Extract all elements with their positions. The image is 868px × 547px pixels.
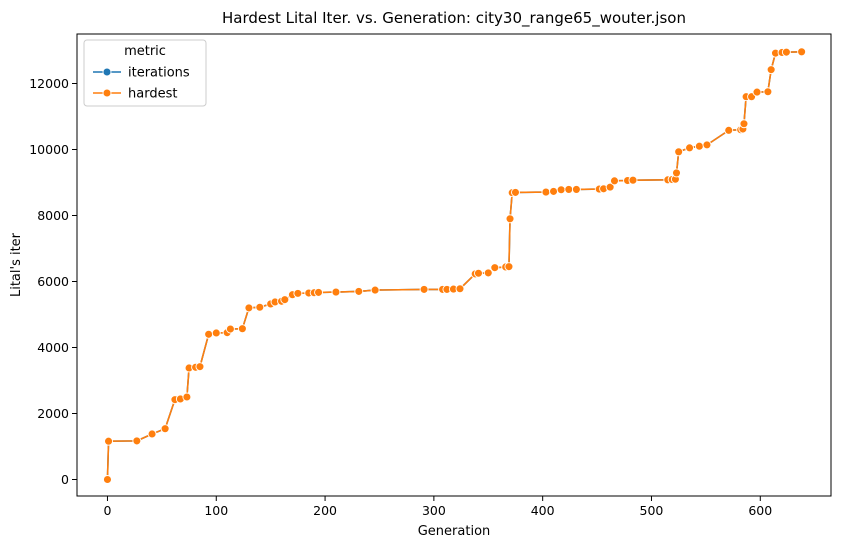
x-axis-title: Generation <box>418 524 491 539</box>
data-point <box>419 284 429 294</box>
data-point <box>505 214 515 224</box>
legend-item: hardest <box>93 87 177 102</box>
data-point <box>280 295 290 305</box>
x-tick-label: 200 <box>313 503 337 518</box>
legend-box <box>83 39 207 107</box>
data-point <box>724 125 734 135</box>
y-tick-label: 4000 <box>37 340 69 355</box>
data-point <box>571 184 581 194</box>
legend: metric iterations hardest <box>83 39 207 107</box>
x-axis: 0 100 200 300 400 500 600 <box>103 496 772 518</box>
legend-label: iterations <box>128 66 190 81</box>
data-point <box>541 187 551 197</box>
chart-title: Hardest Lital Iter. vs. Generation: city… <box>222 9 686 28</box>
data-point <box>147 429 157 439</box>
data-point <box>160 424 170 434</box>
y-tick-label: 0 <box>61 472 69 487</box>
data-point <box>685 143 695 153</box>
data-point <box>610 176 619 186</box>
data-point <box>739 119 749 129</box>
legend-marker <box>102 67 112 77</box>
legend-marker <box>102 88 112 98</box>
x-tick-label: 100 <box>204 503 228 518</box>
plot-frame <box>76 33 832 497</box>
series-iterations <box>103 47 807 484</box>
data-point <box>605 182 615 192</box>
data-point <box>702 140 712 150</box>
y-tick-label: 2000 <box>37 406 69 421</box>
x-tick-label: 500 <box>640 503 664 518</box>
y-tick-label: 8000 <box>37 208 69 223</box>
legend-item: iterations <box>93 66 190 81</box>
data-point <box>204 329 214 339</box>
data-point <box>490 263 500 273</box>
data-point <box>672 168 681 178</box>
data-point <box>797 47 807 57</box>
data-point <box>694 141 704 151</box>
data-point <box>104 436 114 446</box>
data-point <box>763 87 773 97</box>
data-point <box>564 184 574 194</box>
data-point <box>556 185 566 195</box>
data-point <box>455 284 465 294</box>
data-point <box>237 324 247 334</box>
data-point <box>211 328 221 338</box>
series-hardest <box>103 47 807 484</box>
data-point <box>752 87 762 97</box>
series-line <box>106 51 802 480</box>
y-tick-label: 12000 <box>29 76 69 91</box>
data-point <box>182 392 192 402</box>
x-tick-label: 0 <box>103 503 111 518</box>
y-axis: 0 2000 4000 6000 8000 10000 12000 <box>29 76 77 487</box>
data-point <box>331 287 341 297</box>
data-point <box>474 268 483 278</box>
y-tick-label: 6000 <box>37 274 69 289</box>
y-tick-label: 10000 <box>29 142 69 157</box>
data-point <box>674 147 684 157</box>
data-point <box>132 436 142 446</box>
data-point <box>255 302 265 312</box>
data-point <box>354 286 364 296</box>
data-point <box>314 287 323 297</box>
legend-label: hardest <box>128 87 177 102</box>
series-line <box>106 51 802 480</box>
plot-area <box>103 47 807 484</box>
data-point <box>244 303 254 313</box>
data-point <box>504 262 514 272</box>
data-point <box>781 47 791 57</box>
data-point <box>293 288 303 298</box>
x-tick-label: 300 <box>422 503 446 518</box>
data-point <box>225 324 235 334</box>
data-point <box>483 268 493 278</box>
data-point <box>766 65 776 75</box>
data-point <box>628 175 638 185</box>
x-tick-label: 600 <box>748 503 772 518</box>
data-point <box>511 187 520 197</box>
data-point <box>370 285 380 295</box>
data-point <box>195 362 205 372</box>
y-axis-title: Lital's iter <box>9 232 24 297</box>
data-point <box>549 186 558 196</box>
x-tick-label: 400 <box>531 503 555 518</box>
data-point <box>103 475 112 484</box>
legend-title: metric <box>124 44 166 59</box>
